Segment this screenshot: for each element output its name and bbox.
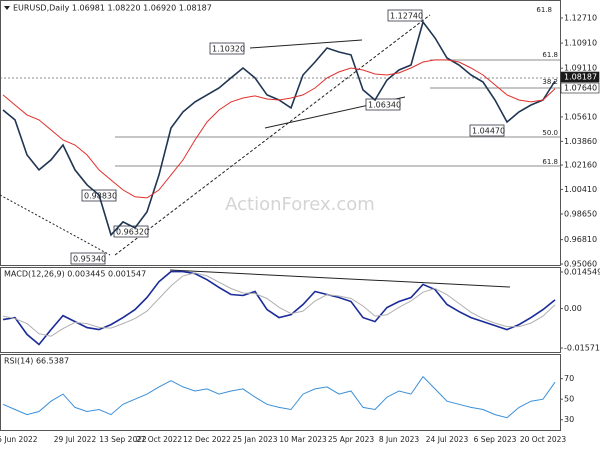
x-tick-label: 25 Jan 2023 <box>233 435 278 444</box>
trend-line <box>249 39 363 49</box>
y-tick-label: 0.00 <box>564 304 582 313</box>
annotation: 1.04470 <box>472 127 505 136</box>
price-label: 1.07640 <box>564 84 597 93</box>
price-label: 1.08187 <box>564 73 597 82</box>
label-box <box>209 42 245 55</box>
annotation: 1.10320 <box>212 45 245 54</box>
y-tick-label: 1.03860 <box>564 137 597 146</box>
annotation: 1.06340 <box>368 101 401 110</box>
y-tick-label: 30 <box>564 415 574 424</box>
annotation: 0.95340 <box>73 255 106 264</box>
y-tick-label: 1.02160 <box>564 161 597 170</box>
y-tick-label: 1.09110 <box>564 64 597 73</box>
series-line <box>2 59 556 199</box>
price-box <box>560 71 600 83</box>
rsi-panel <box>0 354 561 431</box>
fib-label: 61.8 <box>542 51 558 59</box>
label-box <box>70 252 106 265</box>
rsi-title: RSI(14) 66.5387 <box>4 357 69 366</box>
x-tick-label: 20 Oct 2023 <box>520 435 567 444</box>
y-tick-label: 50 <box>564 395 574 404</box>
label-box <box>469 124 505 137</box>
y-tick-label: 0.95060 <box>564 260 597 269</box>
y-tick-label: 0.96810 <box>564 235 597 244</box>
x-tick-label: 29 Jul 2022 <box>54 435 97 444</box>
y-tick-label: -0.015712 <box>564 344 600 353</box>
y-tick-label: 1.12710 <box>564 13 597 22</box>
fib-label: 61.8 <box>536 6 552 14</box>
price-panel <box>0 0 561 266</box>
trend-line <box>0 194 111 256</box>
x-tick-label: 27 Oct 2022 <box>136 435 183 444</box>
series-line <box>2 270 556 346</box>
x-tick-label: 8 Jun 2023 <box>379 435 420 444</box>
y-tick-label: 70 <box>564 374 574 383</box>
macd-title: MACD(12,26,9) 0.003445 0.001547 <box>4 270 146 279</box>
fib-label: 38.2 <box>542 78 558 86</box>
fib-label: 50.0 <box>542 129 558 137</box>
series-line <box>2 272 556 337</box>
y-tick-label: 0.98650 <box>564 209 597 218</box>
series-line <box>2 375 556 419</box>
y-tick-label: 1.10910 <box>564 39 597 48</box>
annotation: 1.12740 <box>390 12 423 21</box>
y-tick-label: 1.00410 <box>564 185 597 194</box>
label-box <box>365 98 401 111</box>
x-tick-label: 12 Dec 2022 <box>183 435 231 444</box>
annotation: 0.98830 <box>84 192 117 201</box>
annotation: 0.96320 <box>116 228 149 237</box>
price-box <box>560 82 600 94</box>
x-tick-label: 15 Jun 2022 <box>0 435 38 444</box>
fib-label: 61.8 <box>542 158 558 166</box>
y-tick-label: 1.05610 <box>564 112 597 121</box>
chart-title: EURUSD,Daily 1.06981 1.08220 1.06920 1.0… <box>13 4 212 13</box>
x-tick-label: 24 Jul 2023 <box>426 435 469 444</box>
annotations: 1.10320 1.12740 1.06340 1.04470 0.95340 … <box>70 6 558 265</box>
menu-arrow[interactable] <box>4 6 10 10</box>
y-tick-label: 0.014549 <box>564 268 600 277</box>
macd-panel <box>0 267 561 353</box>
watermark: ActionForex.com <box>225 194 375 215</box>
x-tick-label: 10 Mar 2023 <box>279 435 327 444</box>
x-tick-label: 25 Apr 2023 <box>328 435 375 444</box>
label-box <box>387 9 423 22</box>
x-tick-label: 6 Sep 2023 <box>474 435 517 444</box>
trend-line <box>169 269 511 288</box>
trend-line <box>114 14 431 256</box>
x-tick-label: 13 Sep 2022 <box>99 435 147 444</box>
